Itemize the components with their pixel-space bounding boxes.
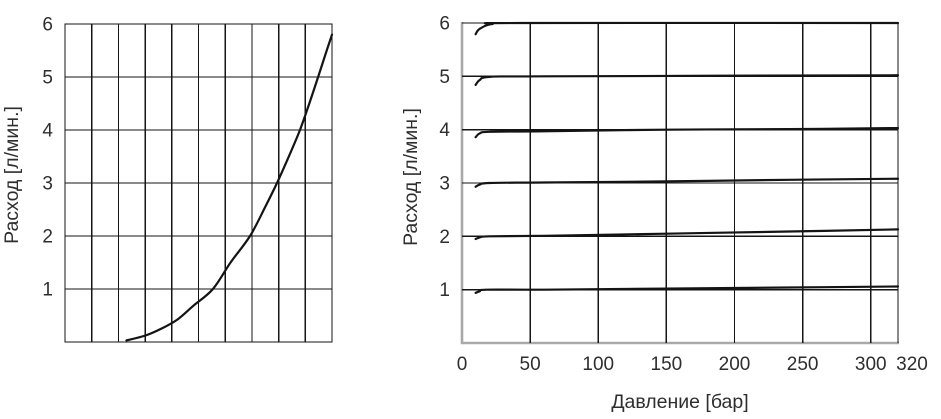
y-tick-label: 4 xyxy=(439,120,450,141)
y-tick-label: 1 xyxy=(439,280,450,301)
x-tick-label: 300 xyxy=(855,354,887,375)
y-tick-label: 2 xyxy=(439,227,450,248)
flow-vs-pressure-chart: 1 2 3 4 5 6 0 50 100 150 200 250 300 320 xyxy=(439,13,927,375)
flow-curve-chart: 1 2 3 4 5 6 xyxy=(42,14,334,343)
x-tick-label: 320 xyxy=(896,354,928,375)
flow-3-lmin-curve xyxy=(474,177,900,188)
left-y-axis-title: Расход [л/мин.] xyxy=(1,106,23,244)
x-tick-label: 100 xyxy=(582,354,614,375)
x-tick-label: 200 xyxy=(719,354,751,375)
series-group xyxy=(125,33,334,342)
y-tick-label: 1 xyxy=(42,279,53,300)
plot-border xyxy=(64,23,333,343)
y-tick-label: 2 xyxy=(42,226,53,247)
series-group xyxy=(474,21,900,294)
x-axis-title: Давление [бар] xyxy=(611,391,748,413)
axis-frame-gray xyxy=(460,22,899,345)
x-tick-label: 50 xyxy=(520,354,541,375)
flow-curve-curve xyxy=(125,33,334,342)
y-tick-label: 4 xyxy=(42,120,53,141)
gridlines xyxy=(64,23,333,343)
flow-1-lmin-curve xyxy=(474,285,900,294)
y-tick-label: 6 xyxy=(439,13,450,34)
right-y-axis-title: Расход [л/мин.] xyxy=(400,108,422,246)
x-tick-label: 250 xyxy=(787,354,819,375)
y-tick-label: 3 xyxy=(42,173,53,194)
flow-2-lmin-curve xyxy=(474,228,900,241)
y-tick-label: 5 xyxy=(42,67,53,88)
x-tick-label: 0 xyxy=(457,354,468,375)
y-tick-label: 3 xyxy=(439,173,450,194)
x-tick-label: 150 xyxy=(651,354,683,375)
y-tick-label: 5 xyxy=(439,67,450,88)
y-tick-label: 6 xyxy=(42,14,53,35)
flow-4-lmin-curve xyxy=(474,126,900,139)
flow-5-lmin-curve xyxy=(474,74,900,86)
flow-6-lmin-curve xyxy=(474,21,900,36)
